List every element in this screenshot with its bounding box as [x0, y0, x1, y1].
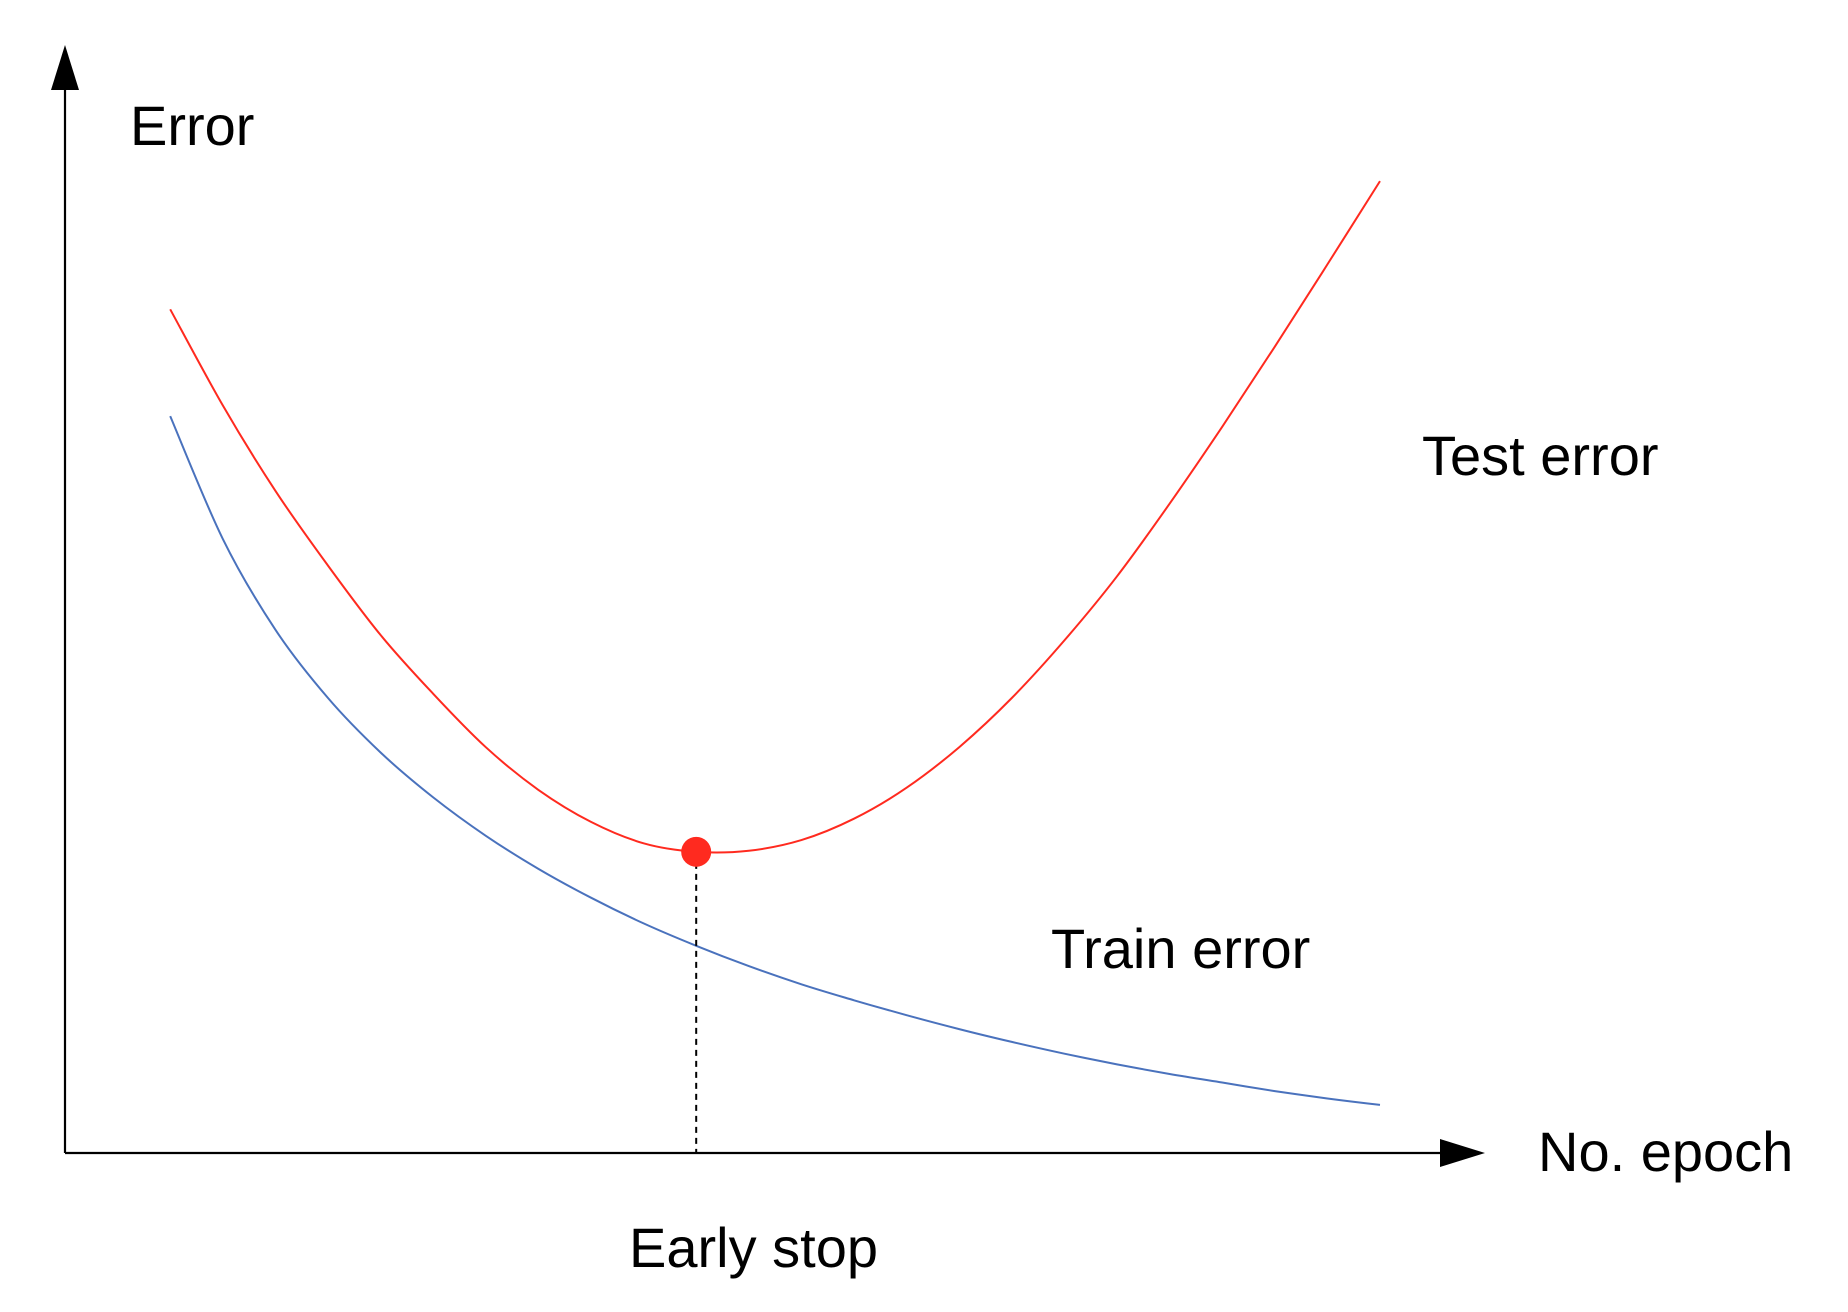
y-axis-arrowhead — [51, 45, 79, 90]
x-axis-arrowhead — [1440, 1139, 1485, 1167]
axes — [51, 45, 1485, 1167]
early-stop-point — [681, 836, 712, 867]
x-axis-label: No. epoch — [1538, 1120, 1793, 1183]
series-layer — [169, 180, 1381, 1106]
series-line-test-error — [169, 180, 1381, 854]
series-line-train-error — [169, 415, 1381, 1106]
y-axis-label: Error — [130, 94, 254, 157]
series-label-test-error: Test error — [1422, 424, 1659, 487]
early-stop-label: Early stop — [629, 1216, 878, 1279]
series-label-train-error: Train error — [1051, 917, 1310, 980]
